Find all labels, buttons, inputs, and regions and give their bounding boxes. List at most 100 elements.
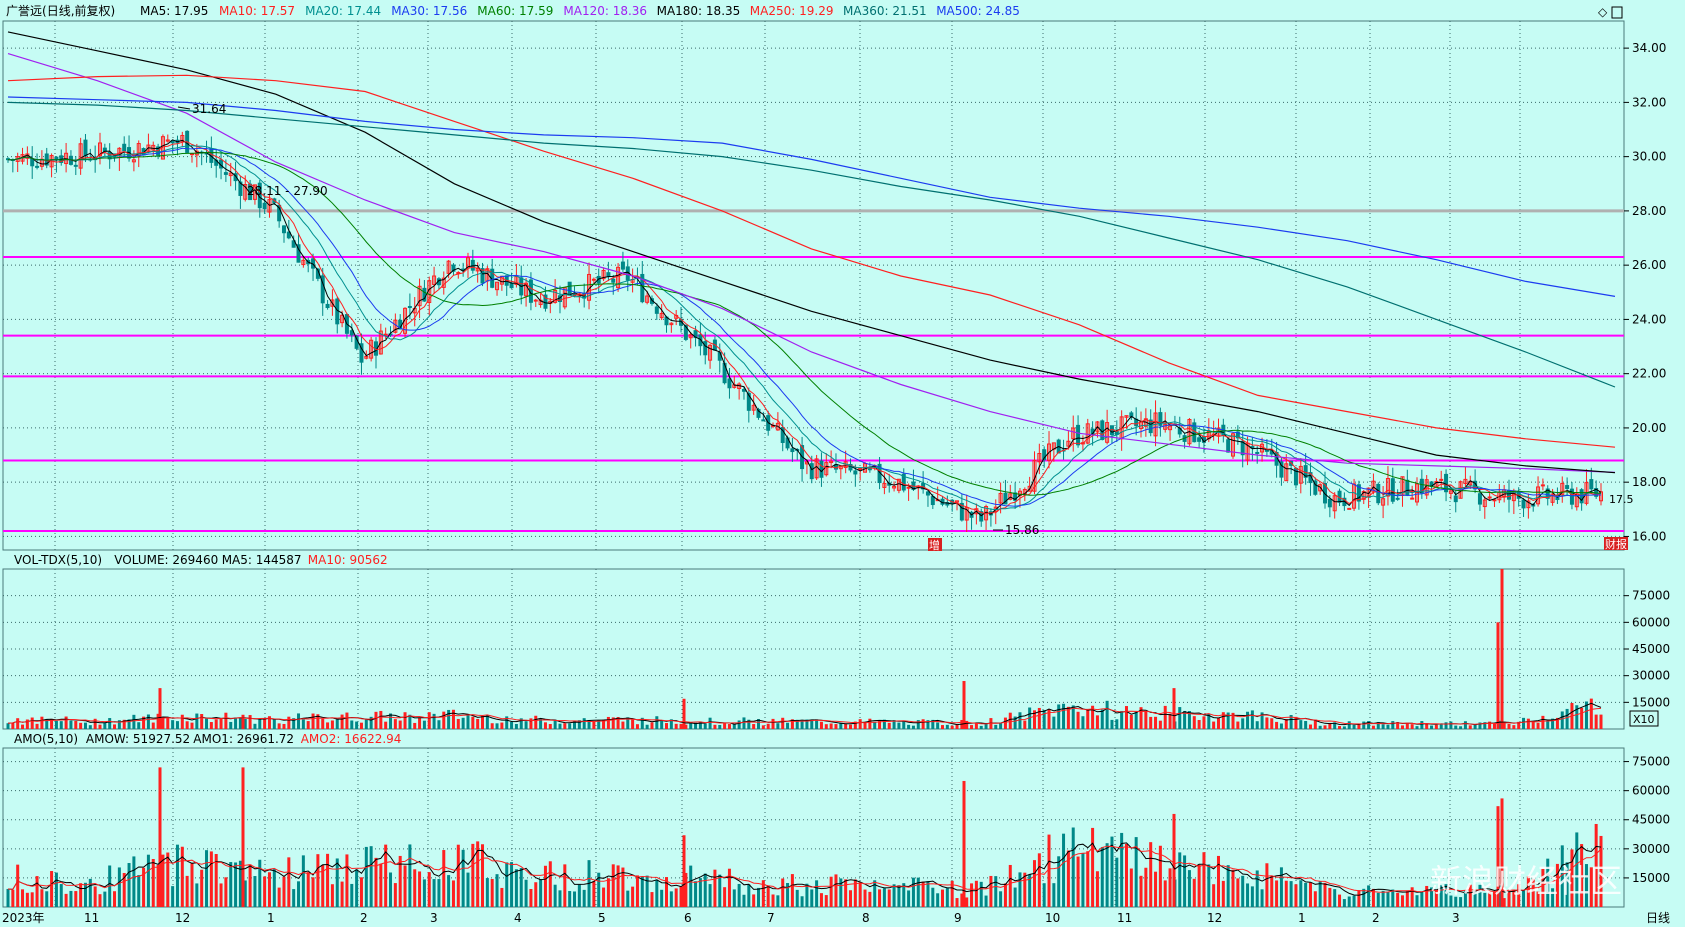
amount-bar	[805, 883, 809, 907]
amount-bar	[534, 882, 538, 907]
marker-caibao[interactable]: 财报	[1605, 537, 1627, 551]
volume-bar	[892, 720, 896, 729]
amount-bar	[1129, 868, 1133, 907]
marker-caibao-badge[interactable]	[1604, 537, 1628, 550]
amount-bar	[1420, 891, 1424, 907]
amount-bar	[1536, 891, 1540, 907]
volume-bar	[529, 718, 533, 729]
window-diamond-icon[interactable]: ◇	[1598, 5, 1608, 19]
volume-bar	[1594, 714, 1598, 729]
volume-bar	[902, 720, 906, 729]
volume-bar	[1584, 701, 1588, 729]
x-axis-label: 11	[84, 911, 99, 925]
candle-body	[727, 378, 732, 389]
amount-bar	[568, 891, 572, 907]
volume-bar	[171, 720, 175, 729]
candle-body	[325, 303, 330, 309]
volume-bar	[1328, 722, 1332, 729]
candle-body	[1066, 440, 1071, 447]
volume-spike-bar	[962, 681, 966, 729]
amount-bar	[93, 886, 97, 907]
amount-bar	[955, 898, 959, 907]
amount-bar	[626, 890, 630, 907]
amount-bar	[122, 872, 126, 907]
amount-bar	[59, 884, 63, 907]
amount-bar	[1376, 892, 1380, 907]
volume-bar	[132, 714, 136, 729]
volume-bar	[524, 721, 528, 729]
volume-bar	[54, 720, 58, 729]
volume-bar	[1003, 717, 1007, 729]
amount-bar	[829, 876, 833, 907]
candle-body	[1240, 440, 1245, 456]
amount-bar	[83, 882, 87, 907]
volume-bar	[1565, 708, 1569, 729]
candle-body	[998, 492, 1003, 504]
amount-bar	[1260, 889, 1264, 907]
volume-bar	[219, 717, 223, 729]
period-tab[interactable]: 日线	[1646, 911, 1670, 925]
amount-bar	[1357, 890, 1361, 907]
amount-bar	[185, 875, 189, 907]
amount-spike-bar	[1172, 813, 1176, 907]
price-panel[interactable]	[2, 20, 1625, 551]
volume-bar	[1294, 716, 1298, 729]
short-ma-line	[7, 151, 1602, 496]
volume-bar	[1202, 716, 1206, 729]
volume-bar	[1260, 712, 1264, 729]
volume-bar	[321, 718, 325, 729]
amount-bar	[635, 875, 639, 907]
amount-legend-item: AMO1: 26961.72	[193, 732, 294, 746]
volume-bar	[398, 720, 402, 729]
candle-body	[1560, 482, 1565, 496]
volume-bar	[1144, 711, 1148, 729]
volume-bar	[665, 723, 669, 729]
price-tick-label: 30.00	[1632, 150, 1666, 164]
marker-zeng[interactable]: 增	[929, 538, 940, 552]
candle-body	[524, 282, 529, 297]
amount-bar	[229, 862, 233, 907]
window-split-icon[interactable]	[1611, 6, 1623, 19]
volume-bar	[1333, 722, 1337, 729]
price-tick-label: 24.00	[1632, 312, 1666, 326]
amount-bar	[301, 855, 305, 907]
volume-bar	[635, 724, 639, 729]
candle-body	[1492, 499, 1497, 502]
volume-bar	[1216, 718, 1220, 729]
volume-bar	[1037, 707, 1041, 729]
volume-bar	[418, 717, 422, 729]
amount-bar	[1226, 865, 1230, 907]
volume-bar	[185, 721, 189, 729]
amount-bar	[1149, 842, 1153, 907]
volume-bar	[1459, 726, 1463, 729]
amount-bar	[514, 869, 518, 907]
amount-bar	[631, 886, 635, 907]
volume-bar	[931, 719, 935, 729]
volume-bar	[103, 722, 107, 729]
candle-body	[543, 294, 548, 309]
volume-panel[interactable]	[2, 568, 1625, 730]
amount-bar	[35, 876, 39, 907]
volume-bar	[650, 722, 654, 729]
candle-body	[925, 491, 930, 496]
candle-body	[746, 392, 751, 411]
volume-spike-bar	[1496, 622, 1500, 729]
amount-bar	[931, 887, 935, 907]
candle-body	[291, 240, 296, 248]
volume-bar	[626, 717, 630, 729]
marker-zeng-badge[interactable]	[928, 538, 942, 551]
candle-body	[30, 158, 35, 167]
volume-bar	[587, 720, 591, 729]
candle-body	[669, 322, 674, 326]
amount-bar	[1144, 867, 1148, 907]
volume-bar	[984, 722, 988, 729]
volume-bar	[11, 722, 15, 729]
amount-bar	[1265, 863, 1269, 907]
amount-bar	[543, 865, 547, 907]
long-ma-line	[7, 53, 1616, 473]
amount-bar	[1381, 890, 1385, 907]
volume-bar	[98, 724, 102, 729]
amount-bar	[243, 880, 247, 907]
volume-bar	[1488, 721, 1492, 729]
